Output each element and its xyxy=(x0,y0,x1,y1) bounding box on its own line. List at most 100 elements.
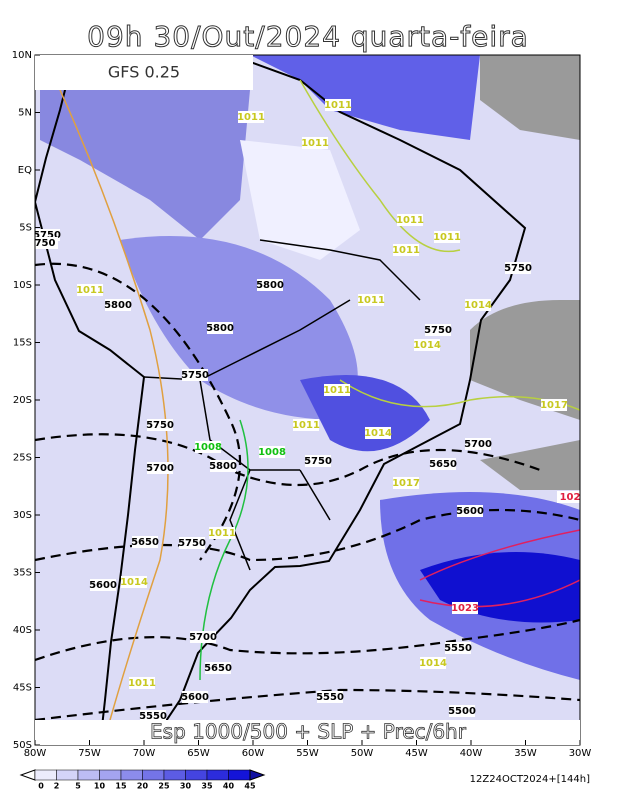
lat-label: 35S xyxy=(13,568,32,579)
label-bg xyxy=(179,537,205,549)
label-bg xyxy=(358,294,384,306)
colorbar-swatch xyxy=(163,769,186,781)
lon-label: 50W xyxy=(351,748,374,759)
colorbar-swatch xyxy=(228,769,251,781)
label-bg xyxy=(302,137,328,149)
label-bg xyxy=(414,339,440,351)
coastline xyxy=(35,55,527,745)
label-bg xyxy=(465,438,491,450)
label-bg xyxy=(129,677,155,689)
contour-label: 5750 xyxy=(181,370,209,381)
label-bg xyxy=(121,576,147,588)
colorbar-tick-label: 20 xyxy=(137,782,149,791)
contour-label: 1011 xyxy=(128,678,156,689)
label-bg xyxy=(445,642,471,654)
contour-label: 5550 xyxy=(316,692,344,703)
label-bg xyxy=(393,244,419,256)
lon-label: 45W xyxy=(405,748,428,759)
contour-label: 1011 xyxy=(357,295,385,306)
contour-label: 5650 xyxy=(429,459,457,470)
lat-label: 20S xyxy=(13,395,32,406)
dry-area xyxy=(240,140,360,260)
contour-label: 5700 xyxy=(189,632,217,643)
contour-label: 1014 xyxy=(120,577,148,588)
lon-label: 35W xyxy=(514,748,537,759)
lon-label: 75W xyxy=(78,748,101,759)
lat-label: 10S xyxy=(13,280,32,291)
contour-label: 1014 xyxy=(419,658,447,669)
timestamp: 12Z24OCT2024+[144h] xyxy=(470,774,590,785)
contour-label: 1011 xyxy=(76,285,104,296)
contour-label: 1017 xyxy=(392,478,420,489)
colorbar-swatch xyxy=(185,769,208,781)
lat-label: 5N xyxy=(18,108,32,119)
label-bg xyxy=(182,369,208,381)
contour-label: 1011 xyxy=(396,215,424,226)
contour-label: 5800 xyxy=(209,461,237,472)
label-bg xyxy=(205,662,231,674)
colorbar-tick-label: 10 xyxy=(94,782,106,791)
geopotential-contour xyxy=(35,262,580,722)
contour-label: 5550 xyxy=(139,711,167,722)
label-bg xyxy=(105,299,131,311)
label-bg xyxy=(557,491,580,503)
label-bg xyxy=(147,462,173,474)
precip-area xyxy=(250,55,480,140)
lon-label: 65W xyxy=(187,748,210,759)
label-bg xyxy=(541,399,567,411)
label-bg xyxy=(465,299,491,311)
contour-label: 750 xyxy=(35,238,56,249)
contour-label: 5550 xyxy=(444,643,472,654)
title: 09h 30/Out/2024 quarta-feira xyxy=(87,20,529,53)
contour-label: 1014 xyxy=(464,300,492,311)
contour-label: 1014 xyxy=(364,428,392,439)
colorbar-tick-label: 0 xyxy=(38,782,44,791)
cloud-area xyxy=(470,55,580,490)
colorbar-swatch xyxy=(206,769,229,781)
label-bg xyxy=(397,214,423,226)
lon-label: 60W xyxy=(242,748,265,759)
borders xyxy=(143,239,421,571)
label-bg xyxy=(305,455,331,467)
precip-area xyxy=(120,236,358,420)
contour-label: 1011 xyxy=(237,112,265,123)
label-bg xyxy=(207,322,233,334)
contour-label: 1011 xyxy=(392,245,420,256)
contour-label: 5750 xyxy=(424,325,452,336)
label-bg xyxy=(209,527,235,539)
label-bg xyxy=(425,324,451,336)
label-bg xyxy=(434,231,460,243)
label-bg xyxy=(325,99,351,111)
colorbar-tick-label: 35 xyxy=(201,782,213,791)
label-bg xyxy=(365,427,391,439)
lat-label: 5S xyxy=(19,223,32,234)
model-box xyxy=(35,55,253,90)
label-bg xyxy=(147,419,173,431)
colorbar-end xyxy=(19,769,36,781)
colorbar-swatch xyxy=(99,769,122,781)
contour-label: 5750 xyxy=(504,263,532,274)
label-bg xyxy=(182,691,208,703)
contour-label: 5800 xyxy=(256,280,284,291)
lon-label: 70W xyxy=(133,748,156,759)
label-bg xyxy=(457,505,483,517)
colorbar-tick-label: 5 xyxy=(75,782,81,791)
lon-label: 40W xyxy=(460,748,483,759)
colorbar-swatch xyxy=(142,769,165,781)
label-bg xyxy=(324,384,350,396)
colorbar-swatch xyxy=(120,769,143,781)
contour-label: 1008 xyxy=(194,442,222,453)
model-label: GFS 0.25 xyxy=(108,63,180,82)
label-bg xyxy=(420,657,446,669)
contour-label: 5750 xyxy=(178,538,206,549)
label-bg xyxy=(293,419,319,431)
colorbar-swatch xyxy=(56,769,79,781)
lon-label: 30W xyxy=(569,748,592,759)
contour-label: 1011 xyxy=(323,385,351,396)
label-bg xyxy=(257,279,283,291)
lat-label: 40S xyxy=(13,625,32,636)
colorbar-end xyxy=(249,769,266,781)
